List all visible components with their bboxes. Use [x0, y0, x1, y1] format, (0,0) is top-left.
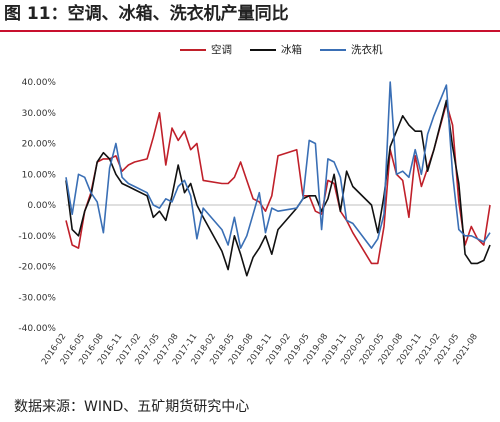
y-tick-label: -10.00%: [18, 232, 56, 242]
y-tick-label: 0.00%: [27, 201, 56, 211]
legend-label-washer: 洗衣机: [351, 44, 383, 56]
line-chart: 40.00% 30.00% 20.00% 10.00% 0.00% -10.00% -20.…: [18, 78, 491, 367]
y-tick-label: -30.00%: [18, 293, 56, 303]
data-source-note: 数据来源：WIND、五矿期货研究中心: [14, 399, 250, 415]
y-tick-label: 40.00%: [22, 78, 57, 88]
y-tick-label: -20.00%: [18, 263, 56, 273]
series-line-2: [65, 99, 491, 277]
y-tick-label: -40.00%: [18, 324, 56, 334]
legend-label-fridge: 冰箱: [281, 44, 302, 56]
y-tick-label: 20.00%: [22, 140, 57, 150]
legend-swatch-fridge: [250, 48, 276, 51]
legend-item-fridge: 冰箱: [250, 42, 302, 57]
legend-item-washer: 洗衣机: [320, 42, 383, 57]
y-tick-label: 30.00%: [22, 109, 57, 119]
series-line-1: [65, 102, 491, 265]
title-divider: [0, 30, 500, 32]
y-tick-label: 10.00%: [22, 170, 57, 180]
legend-swatch-washer: [320, 48, 346, 51]
legend-swatch-aircon: [180, 48, 206, 51]
chart-legend: 空调 冰箱 洗衣机: [180, 42, 383, 57]
series-line-3: [65, 81, 491, 249]
legend-item-aircon: 空调: [180, 42, 232, 57]
legend-label-aircon: 空调: [211, 44, 232, 56]
chart-title: 图 11：空调、冰箱、洗衣机产量同比: [4, 4, 289, 24]
